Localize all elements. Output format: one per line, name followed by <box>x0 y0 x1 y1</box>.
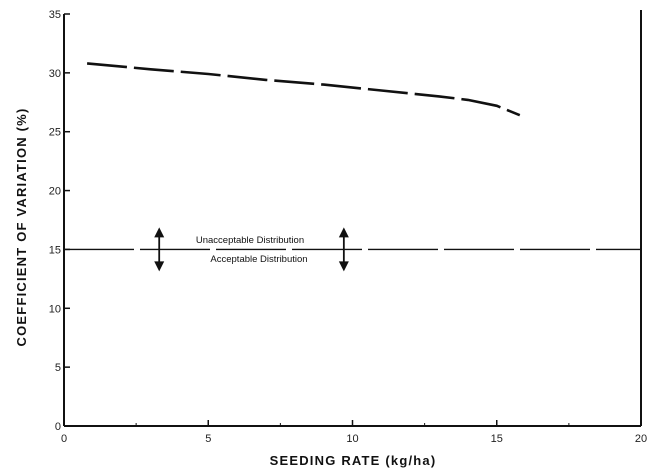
plot-area <box>63 10 642 427</box>
y-axis-title: COEFFICIENT OF VARIATION (%) <box>14 108 29 347</box>
y-axis-ticks: 0 5 10 15 20 25 30 35 <box>49 9 70 433</box>
y-tick-label: 35 <box>49 9 61 21</box>
x-tick-label: 15 <box>491 433 503 445</box>
threshold-label-below: Acceptable Distribution <box>210 254 307 265</box>
x-tick-label: 5 <box>205 433 211 445</box>
y-tick-label: 30 <box>49 68 61 80</box>
x-axis-title: SEEDING RATE (kg/ha) <box>270 453 437 468</box>
double-arrow-icon <box>154 227 165 272</box>
x-axis-ticks: 0 5 10 15 20 <box>61 420 647 445</box>
y-tick-label: 20 <box>49 186 61 198</box>
y-tick-label: 15 <box>49 244 61 256</box>
y-tick-label: 10 <box>49 303 61 315</box>
y-tick-label: 25 <box>49 127 61 139</box>
x-tick-label: 20 <box>635 433 647 445</box>
y-tick-label: 0 <box>55 421 61 433</box>
double-arrow-icon <box>338 227 349 272</box>
x-tick-label: 0 <box>61 433 67 445</box>
threshold-label-above: Unacceptable Distribution <box>196 235 304 246</box>
threshold-layer <box>64 227 641 272</box>
y-tick-label: 5 <box>55 362 61 374</box>
series-layer <box>86 62 521 117</box>
series-line <box>86 62 521 117</box>
x-tick-label: 10 <box>346 433 358 445</box>
